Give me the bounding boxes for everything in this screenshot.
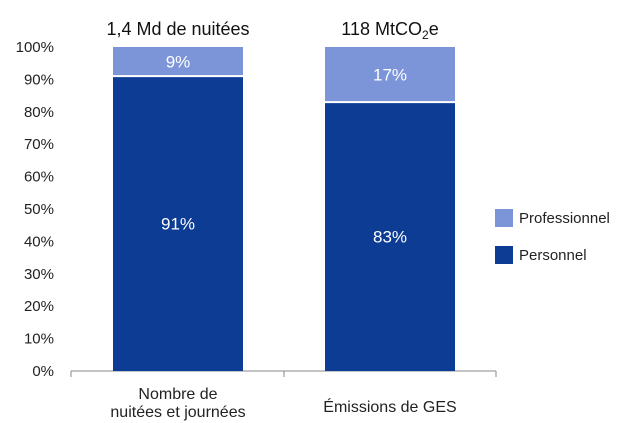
y-tick-label: 60% [24, 169, 54, 186]
segment-value-label: 9% [166, 53, 191, 72]
y-tick-label: 40% [24, 233, 54, 250]
legend: Professionnel Personnel [495, 209, 610, 264]
axes: 0% 10% 20% 30% 40% 50% 60% 70% 80% 90% 100% Nombre … [16, 39, 497, 421]
segment-value-label: 83% [373, 228, 407, 247]
legend-swatch-personnel [495, 246, 513, 264]
bars [113, 47, 455, 371]
data-labels: 91% 9% 83% 17% 1,4 Md de nuitées 118 MtCO2e [106, 19, 438, 247]
bar-segment-professionnel [325, 47, 455, 103]
bar-segment-professionnel [113, 47, 243, 77]
bar-total-label: 1,4 Md de nuitées [106, 19, 249, 39]
legend-label-professionnel: Professionnel [519, 210, 610, 227]
y-tick-label: 30% [24, 266, 54, 283]
legend-swatch-professionnel [495, 209, 513, 227]
category-label: Nombre de [138, 386, 217, 403]
y-tick-label: 10% [24, 331, 54, 348]
y-tick-label: 100% [16, 39, 54, 56]
category-label: nuitées et journées [110, 404, 245, 421]
y-tick-label: 0% [32, 363, 54, 380]
y-tick-label: 80% [24, 104, 54, 121]
y-tick-label: 90% [24, 71, 54, 88]
legend-label-personnel: Personnel [519, 247, 587, 264]
segment-value-label: 17% [373, 66, 407, 85]
y-tick-label: 70% [24, 136, 54, 153]
bar-segment-personnel [325, 102, 455, 371]
y-tick-label: 20% [24, 298, 54, 315]
bar-segment-personnel [113, 76, 243, 371]
segment-value-label: 91% [161, 215, 195, 234]
bar-total-label: 118 MtCO2e [341, 19, 438, 42]
y-tick-label: 50% [24, 201, 54, 218]
category-label: Émissions de GES [323, 397, 456, 416]
